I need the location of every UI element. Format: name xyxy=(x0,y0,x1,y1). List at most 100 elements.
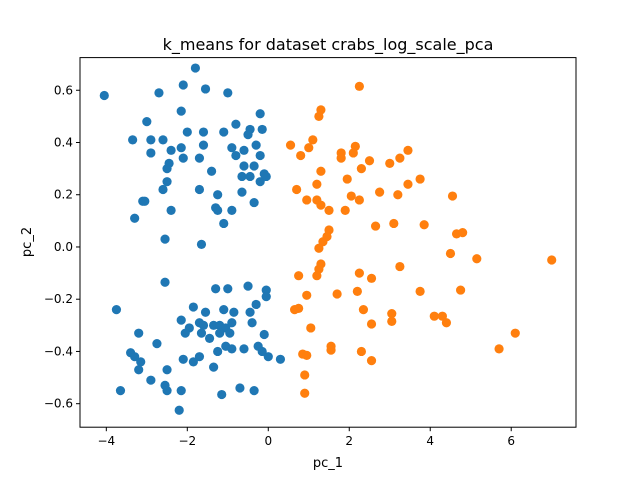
data-point-series2-28 xyxy=(302,195,312,205)
data-point-series1-24 xyxy=(251,140,261,150)
y-tick-label: −0.6 xyxy=(44,397,73,411)
data-point-series2-11 xyxy=(336,153,346,163)
data-point-series2-51 xyxy=(366,273,377,283)
data-point-series1-49 xyxy=(213,205,223,215)
y-tick-label: 0.2 xyxy=(54,188,73,202)
data-point-series2-48 xyxy=(354,268,364,278)
data-point-series1-70 xyxy=(176,315,186,325)
data-point-series1-108 xyxy=(176,386,186,396)
data-point-series2-3 xyxy=(314,111,324,121)
data-point-series1-77 xyxy=(247,318,257,328)
data-point-series2-56 xyxy=(415,286,425,296)
data-point-series1-28 xyxy=(178,153,188,163)
data-point-series1-5 xyxy=(200,84,211,94)
data-point-series2-75 xyxy=(300,370,310,380)
data-point-series1-14 xyxy=(182,127,192,137)
data-point-series1-98 xyxy=(275,354,286,364)
data-point-series2-55 xyxy=(352,286,362,296)
data-point-series1-110 xyxy=(249,386,259,396)
y-tick-label: 0.4 xyxy=(54,135,73,149)
data-point-series1-20 xyxy=(176,143,186,153)
data-point-series1-13 xyxy=(198,127,209,137)
data-point-series1-43 xyxy=(194,184,205,195)
data-point-series2-70 xyxy=(302,350,312,360)
data-point-series1-102 xyxy=(134,365,144,375)
data-point-series1-8 xyxy=(142,116,152,127)
data-point-series2-24 xyxy=(393,190,403,200)
data-point-series2-67 xyxy=(510,328,520,338)
data-point-series1-61 xyxy=(261,285,271,295)
data-point-series1-65 xyxy=(200,307,211,317)
data-point-series2-9 xyxy=(304,143,314,153)
data-point-series2-60 xyxy=(429,311,439,321)
data-point-series2-26 xyxy=(346,191,356,201)
data-point-series2-52 xyxy=(456,285,466,295)
data-point-series2-31 xyxy=(324,205,334,215)
data-point-series1-15 xyxy=(219,127,229,137)
data-point-series1-6 xyxy=(223,88,233,98)
data-point-series1-104 xyxy=(146,375,156,385)
data-point-series1-19 xyxy=(243,130,253,140)
data-point-series2-16 xyxy=(356,164,366,174)
data-point-series2-20 xyxy=(403,179,413,189)
data-point-series1-39 xyxy=(255,177,265,187)
data-point-series1-57 xyxy=(160,277,170,287)
data-point-series2-50 xyxy=(312,271,322,281)
data-point-series1-86 xyxy=(152,339,162,349)
data-point-series1-36 xyxy=(237,171,247,182)
data-point-series1-22 xyxy=(227,143,237,153)
data-point-series2-64 xyxy=(441,318,452,328)
data-point-series1-106 xyxy=(115,386,126,396)
data-point-series2-32 xyxy=(340,205,350,215)
data-point-series1-11 xyxy=(146,135,156,145)
data-point-series1-55 xyxy=(160,234,170,244)
data-point-series1-66 xyxy=(219,305,229,315)
data-point-series2-30 xyxy=(316,200,326,210)
data-point-series1-85 xyxy=(134,328,144,338)
data-point-series1-94 xyxy=(194,352,205,362)
data-point-series1-99 xyxy=(136,357,146,367)
data-point-series1-31 xyxy=(255,150,265,161)
data-point-series1-30 xyxy=(162,164,172,174)
chart-title: k_means for dataset crabs_log_scale_pca xyxy=(163,35,494,55)
data-point-series1-35 xyxy=(206,166,217,176)
data-point-series1-47 xyxy=(140,196,150,206)
data-point-series2-65 xyxy=(366,319,377,329)
x-axis-label: pc_1 xyxy=(313,456,343,471)
data-point-series2-58 xyxy=(290,305,300,315)
data-point-series1-7 xyxy=(176,106,186,116)
y-tick-label: 0.0 xyxy=(54,240,73,254)
data-point-series1-45 xyxy=(237,187,247,197)
data-point-series1-53 xyxy=(130,213,140,223)
x-tick-label: 4 xyxy=(426,434,434,448)
data-point-series1-103 xyxy=(162,365,172,375)
data-point-series1-95 xyxy=(213,346,223,357)
data-point-series1-88 xyxy=(227,344,237,354)
data-point-series2-15 xyxy=(385,158,395,168)
data-point-series1-58 xyxy=(211,284,221,294)
data-point-series1-32 xyxy=(194,153,205,163)
data-point-series1-62 xyxy=(261,292,271,302)
data-point-series1-63 xyxy=(251,299,261,310)
data-point-series2-1 xyxy=(354,81,364,91)
data-point-series1-18 xyxy=(257,124,267,135)
data-point-series2-23 xyxy=(375,187,385,197)
data-point-series1-33 xyxy=(249,161,259,171)
data-point-series1-3 xyxy=(178,80,188,90)
data-point-series1-89 xyxy=(239,344,249,354)
data-point-series1-72 xyxy=(198,320,209,330)
data-point-series1-80 xyxy=(215,328,225,338)
data-point-series2-6 xyxy=(348,148,358,158)
data-point-series1-59 xyxy=(223,284,233,294)
data-point-series1-42 xyxy=(158,184,168,195)
data-point-series1-4 xyxy=(154,88,164,98)
data-point-series1-16 xyxy=(231,119,241,129)
data-point-series2-22 xyxy=(312,179,322,189)
y-tick-label: −0.4 xyxy=(44,344,73,358)
data-point-series1-21 xyxy=(198,140,209,150)
data-point-series1-107 xyxy=(162,386,172,396)
data-point-series1-96 xyxy=(257,346,267,357)
plot-frame xyxy=(79,57,577,428)
data-point-series1-44 xyxy=(213,190,223,200)
data-point-series1-50 xyxy=(227,205,237,215)
